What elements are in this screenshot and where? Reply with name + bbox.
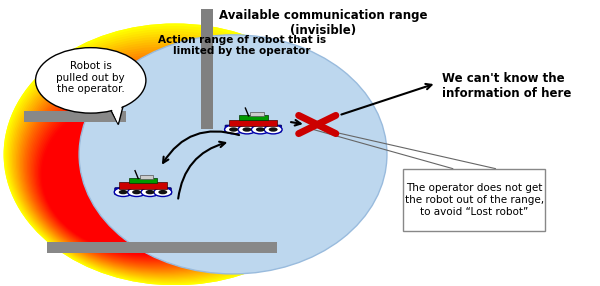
Circle shape xyxy=(146,190,154,194)
Ellipse shape xyxy=(4,23,346,285)
Ellipse shape xyxy=(49,108,232,249)
Ellipse shape xyxy=(57,124,211,242)
Ellipse shape xyxy=(55,119,218,244)
Text: The operator does not get
the robot out of the range,
to avoid “Lost robot”: The operator does not get the robot out … xyxy=(404,183,544,217)
Ellipse shape xyxy=(41,93,253,255)
Ellipse shape xyxy=(43,98,246,253)
Circle shape xyxy=(114,188,132,196)
Ellipse shape xyxy=(40,90,256,256)
Ellipse shape xyxy=(27,67,287,266)
Ellipse shape xyxy=(8,31,336,282)
Ellipse shape xyxy=(24,62,295,269)
Bar xyxy=(128,178,157,183)
Polygon shape xyxy=(107,103,124,125)
Ellipse shape xyxy=(19,52,308,273)
Bar xyxy=(229,120,277,126)
Bar xyxy=(250,112,263,116)
Circle shape xyxy=(141,188,159,196)
Bar xyxy=(119,182,167,189)
Ellipse shape xyxy=(10,36,329,280)
Ellipse shape xyxy=(17,49,312,274)
Ellipse shape xyxy=(47,106,236,250)
Ellipse shape xyxy=(23,59,298,270)
Ellipse shape xyxy=(46,103,239,251)
Ellipse shape xyxy=(30,72,281,264)
Ellipse shape xyxy=(32,78,274,262)
Text: Action range of robot that is
limited by the operator: Action range of robot that is limited by… xyxy=(158,35,326,56)
Text: Robot is
pulled out by
the operator.: Robot is pulled out by the operator. xyxy=(56,61,125,94)
Ellipse shape xyxy=(52,114,225,246)
Ellipse shape xyxy=(79,35,387,274)
Circle shape xyxy=(224,125,242,134)
Ellipse shape xyxy=(50,111,229,247)
Ellipse shape xyxy=(4,23,346,285)
Circle shape xyxy=(256,127,265,132)
Polygon shape xyxy=(109,102,123,123)
Ellipse shape xyxy=(12,39,326,279)
Circle shape xyxy=(269,127,278,132)
Circle shape xyxy=(119,190,128,194)
Ellipse shape xyxy=(22,57,301,271)
Ellipse shape xyxy=(16,47,315,275)
Bar xyxy=(24,111,125,122)
Circle shape xyxy=(251,125,269,134)
Ellipse shape xyxy=(28,70,284,265)
Circle shape xyxy=(132,190,141,194)
Ellipse shape xyxy=(9,34,332,281)
Ellipse shape xyxy=(38,88,260,257)
Ellipse shape xyxy=(5,26,343,284)
Ellipse shape xyxy=(20,54,305,272)
Ellipse shape xyxy=(53,116,222,245)
Ellipse shape xyxy=(56,121,215,243)
FancyBboxPatch shape xyxy=(115,188,172,195)
Text: We can't know the
information of here: We can't know the information of here xyxy=(442,72,572,100)
Text: Available communication range
(invisible): Available communication range (invisible… xyxy=(219,9,427,37)
Circle shape xyxy=(158,190,167,194)
Circle shape xyxy=(128,188,146,196)
Bar xyxy=(200,9,213,129)
Circle shape xyxy=(229,127,238,132)
Circle shape xyxy=(242,127,251,132)
Ellipse shape xyxy=(42,96,250,254)
Ellipse shape xyxy=(37,85,263,259)
Ellipse shape xyxy=(45,101,242,252)
Bar xyxy=(403,169,545,231)
Ellipse shape xyxy=(35,48,146,113)
Ellipse shape xyxy=(34,80,270,261)
Circle shape xyxy=(238,125,256,134)
Bar xyxy=(140,175,153,178)
Ellipse shape xyxy=(26,65,291,267)
Ellipse shape xyxy=(13,41,322,277)
Bar xyxy=(47,242,277,253)
Ellipse shape xyxy=(7,29,340,283)
Ellipse shape xyxy=(35,83,267,260)
Ellipse shape xyxy=(31,75,277,263)
Bar xyxy=(239,116,268,120)
Ellipse shape xyxy=(14,44,319,276)
FancyBboxPatch shape xyxy=(225,125,281,132)
Circle shape xyxy=(154,188,172,196)
Circle shape xyxy=(264,125,282,134)
